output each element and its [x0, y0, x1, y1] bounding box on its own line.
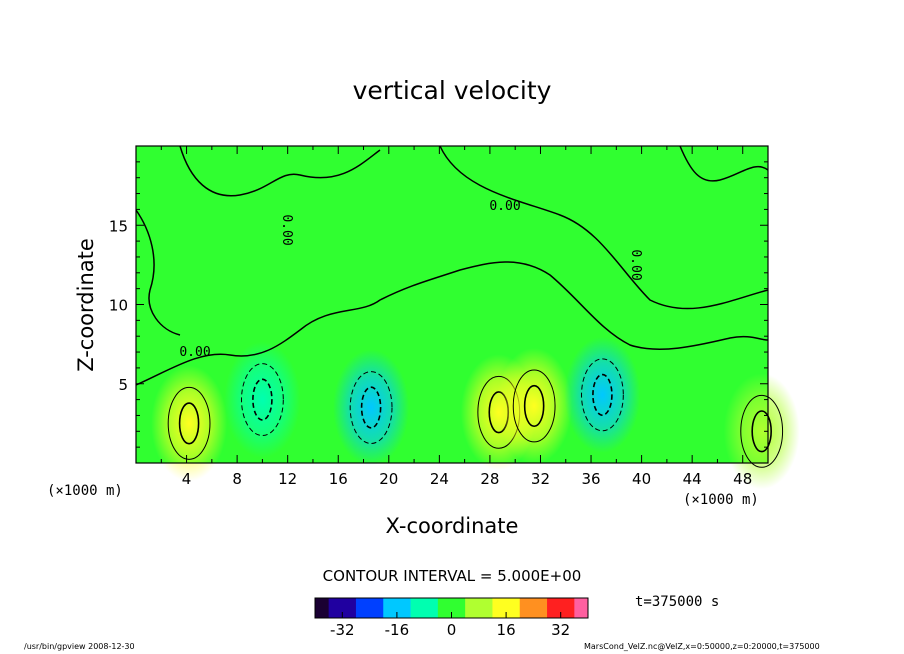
x-axis-label: X-coordinate — [385, 514, 519, 538]
contour-line — [751, 410, 772, 453]
colorbar-cell — [376, 598, 384, 618]
colorbar-cell — [444, 598, 452, 618]
colorbar-tick-label: -16 — [385, 621, 410, 639]
colorbar-cell — [478, 598, 487, 618]
colorbar-cell — [328, 598, 336, 618]
colorbar-cell — [396, 598, 405, 618]
colorbar-cell — [547, 598, 555, 618]
contour-line — [349, 371, 393, 444]
x-tick-label: 24 — [430, 470, 449, 488]
downdraft-cell — [224, 341, 301, 458]
x-tick-label: 28 — [480, 470, 499, 488]
contour-line — [241, 363, 284, 437]
colorbar-cell — [335, 598, 343, 618]
x-tick-label: 8 — [232, 470, 242, 488]
contour-label: 0.00 — [179, 345, 210, 360]
colorbar-cell — [499, 598, 507, 618]
x-unit-label-right: (×1000 m) — [683, 492, 759, 508]
colorbar-cell — [519, 598, 528, 618]
colorbar-cell — [417, 598, 425, 618]
contour-line — [581, 358, 624, 432]
colorbar-cell — [342, 598, 350, 618]
zero-contour — [135, 209, 181, 336]
y-tick-label: 15 — [109, 217, 128, 235]
contour-label: 0.00 — [489, 199, 520, 214]
colorbar-tick-label: 32 — [551, 621, 570, 639]
colorbar-cell — [437, 598, 446, 618]
colorbar-cell — [390, 598, 398, 618]
colorbar-cell — [458, 598, 466, 618]
x-tick-label: 20 — [379, 470, 398, 488]
downdraft-cell — [333, 349, 410, 466]
colorbar-cell — [567, 598, 575, 618]
colorbar-cell — [315, 598, 323, 618]
colorbar-cell — [349, 598, 357, 618]
colorbar-cell — [485, 598, 493, 618]
x-unit-label-left: (×1000 m) — [47, 483, 123, 499]
colorbar-cell — [533, 598, 541, 618]
colorbar-cell — [560, 598, 569, 618]
contour-line — [523, 384, 545, 428]
x-tick-label: 16 — [329, 470, 348, 488]
x-tick-label: 12 — [278, 470, 297, 488]
x-tick-label: 32 — [531, 470, 550, 488]
colorbar-cell — [321, 598, 330, 618]
footer-source: MarsCond_VelZ.nc@VelZ,x=0:50000,z=0:2000… — [584, 642, 820, 651]
zero-contour — [179, 145, 381, 197]
colorbar-cell — [369, 598, 377, 618]
x-tick-label: 4 — [182, 470, 192, 488]
colorbar-cell — [506, 598, 514, 618]
colorbar-cell — [581, 598, 589, 618]
zero-contour — [439, 145, 769, 310]
colorbar-cell — [574, 598, 582, 618]
colorbar-cell — [471, 598, 480, 618]
x-tick-label: 44 — [683, 470, 702, 488]
contour-line — [178, 402, 200, 445]
colorbar-cell — [424, 598, 432, 618]
updraft-cell — [151, 365, 228, 482]
x-tick-label: 36 — [581, 470, 600, 488]
x-tick-label: 40 — [632, 470, 651, 488]
colorbar-cell — [362, 598, 371, 618]
zero-contour — [135, 261, 769, 386]
x-tick-label: 48 — [733, 470, 752, 488]
contour-line — [360, 386, 382, 429]
zero-contour — [679, 145, 769, 182]
colorbar-cell — [512, 598, 521, 618]
colorbar-cell — [383, 598, 391, 618]
contour-line — [167, 386, 211, 460]
contour-label: 0.00 — [628, 249, 643, 280]
colorbar-cell — [465, 598, 473, 618]
colorbar-cell — [553, 598, 562, 618]
downdraft-cell — [564, 336, 641, 453]
colorbar-cell — [492, 598, 500, 618]
contour-line — [512, 369, 556, 443]
colorbar-cell — [355, 598, 364, 618]
colorbar-cell — [410, 598, 418, 618]
colorbar-cell — [403, 598, 412, 618]
updraft-cell — [496, 347, 573, 464]
colorbar-cell — [451, 598, 459, 618]
contour-line — [592, 373, 613, 416]
contour-interval-label: CONTOUR INTERVAL = 5.000E+00 — [322, 567, 582, 585]
y-tick-label: 10 — [109, 297, 128, 315]
colorbar-tick-label: -32 — [330, 621, 355, 639]
contour-line — [252, 378, 273, 421]
footer-command: /usr/bin/gpview 2008-12-30 — [24, 642, 135, 651]
colorbar-cell — [431, 598, 439, 618]
y-tick-label: 5 — [118, 376, 128, 394]
colorbar-cell — [526, 598, 534, 618]
colorbar-tick-label: 16 — [497, 621, 516, 639]
colorbar-cell — [540, 598, 548, 618]
colorbar-tick-label: 0 — [447, 621, 457, 639]
time-label: t=375000 s — [635, 594, 720, 610]
contour-line — [740, 394, 784, 468]
chart-title: vertical velocity — [352, 76, 552, 105]
contour-label: 0.00 — [279, 214, 294, 245]
